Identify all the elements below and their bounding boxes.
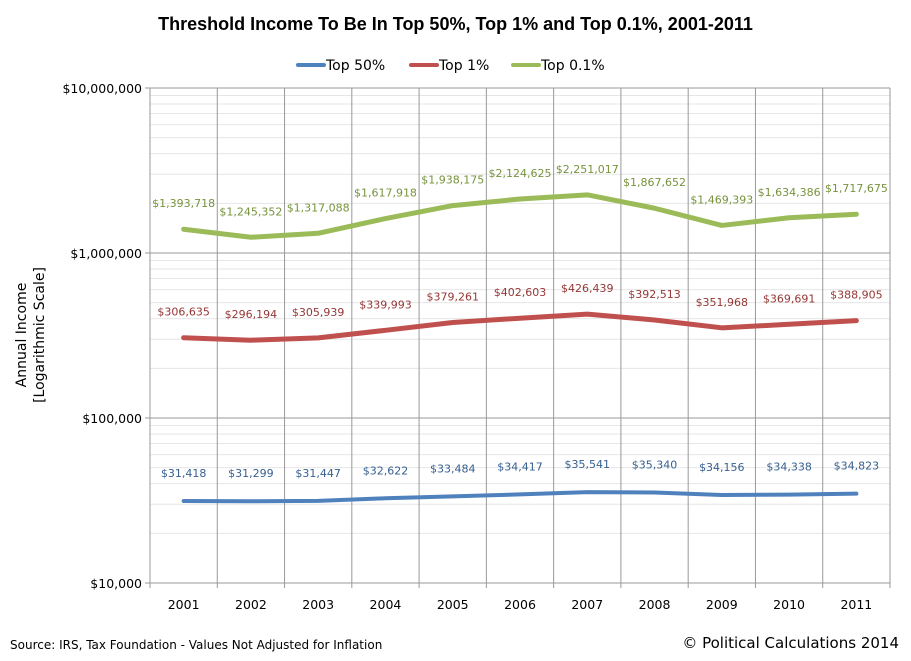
data-label: $2,251,017 <box>556 163 619 176</box>
data-label: $31,418 <box>161 467 207 480</box>
legend-label: Top 50% <box>325 58 385 74</box>
data-label: $2,124,625 <box>489 167 552 180</box>
data-label: $388,905 <box>830 289 883 302</box>
data-label: $1,867,652 <box>623 176 686 189</box>
data-label: $351,968 <box>696 296 749 309</box>
data-label: $31,447 <box>295 467 341 480</box>
x-tick-label: 2009 <box>706 597 738 612</box>
copyright-note: © Political Calculations 2014 <box>682 634 899 652</box>
source-note: Source: IRS, Tax Foundation - Values Not… <box>10 638 383 652</box>
data-label: $1,393,718 <box>152 197 215 210</box>
data-label: $35,541 <box>565 458 611 471</box>
y-tick-label: $100,000 <box>82 411 142 426</box>
data-label: $34,417 <box>497 460 543 473</box>
data-label: $402,603 <box>494 286 547 299</box>
y-tick-label: $10,000 <box>90 576 142 591</box>
data-label: $34,338 <box>766 461 812 474</box>
chart-title: Threshold Income To Be In Top 50%, Top 1… <box>158 14 753 34</box>
data-label: $1,938,175 <box>421 174 484 187</box>
data-label: $34,156 <box>699 461 745 474</box>
data-label: $32,622 <box>363 464 409 477</box>
x-tick-label: 2010 <box>773 597 805 612</box>
x-tick-label: 2006 <box>504 597 536 612</box>
data-label: $34,823 <box>834 460 880 473</box>
y-axis-label-line: [Logarithmic Scale] <box>32 267 48 403</box>
data-label: $379,261 <box>426 290 479 303</box>
x-tick-label: 2004 <box>370 597 402 612</box>
data-label: $426,439 <box>561 282 614 295</box>
data-label: $305,939 <box>292 306 345 319</box>
y-axis-label: Annual Income [Logarithmic Scale] <box>14 267 48 403</box>
data-label: $1,469,393 <box>690 193 753 206</box>
x-tick-label: 2005 <box>437 597 469 612</box>
data-label: $1,245,352 <box>219 205 282 218</box>
data-label: $392,513 <box>628 288 681 301</box>
x-tick-label: 2011 <box>840 597 872 612</box>
y-axis-label-line: Annual Income <box>14 283 30 388</box>
data-label: $35,340 <box>632 459 678 472</box>
y-tick-label: $10,000,000 <box>62 81 142 96</box>
x-tick-label: 2007 <box>571 597 603 612</box>
data-label: $1,634,386 <box>758 186 821 199</box>
legend-label: Top 1% <box>438 58 489 74</box>
data-label: $339,993 <box>359 298 412 311</box>
data-label: $33,484 <box>430 462 476 475</box>
data-label: $369,691 <box>763 292 816 305</box>
x-tick-label: 2003 <box>302 597 334 612</box>
x-tick-label: 2008 <box>639 597 671 612</box>
data-label: $306,635 <box>157 306 210 319</box>
data-label: $1,617,918 <box>354 187 417 200</box>
legend-label: Top 0.1% <box>540 58 605 74</box>
x-tick-label: 2002 <box>235 597 267 612</box>
data-label: $31,299 <box>228 467 274 480</box>
y-tick-label: $1,000,000 <box>70 246 142 261</box>
data-label: $1,317,088 <box>287 201 350 214</box>
data-label: $296,194 <box>225 308 278 321</box>
data-label: $1,717,675 <box>825 182 888 195</box>
x-tick-label: 2001 <box>168 597 200 612</box>
